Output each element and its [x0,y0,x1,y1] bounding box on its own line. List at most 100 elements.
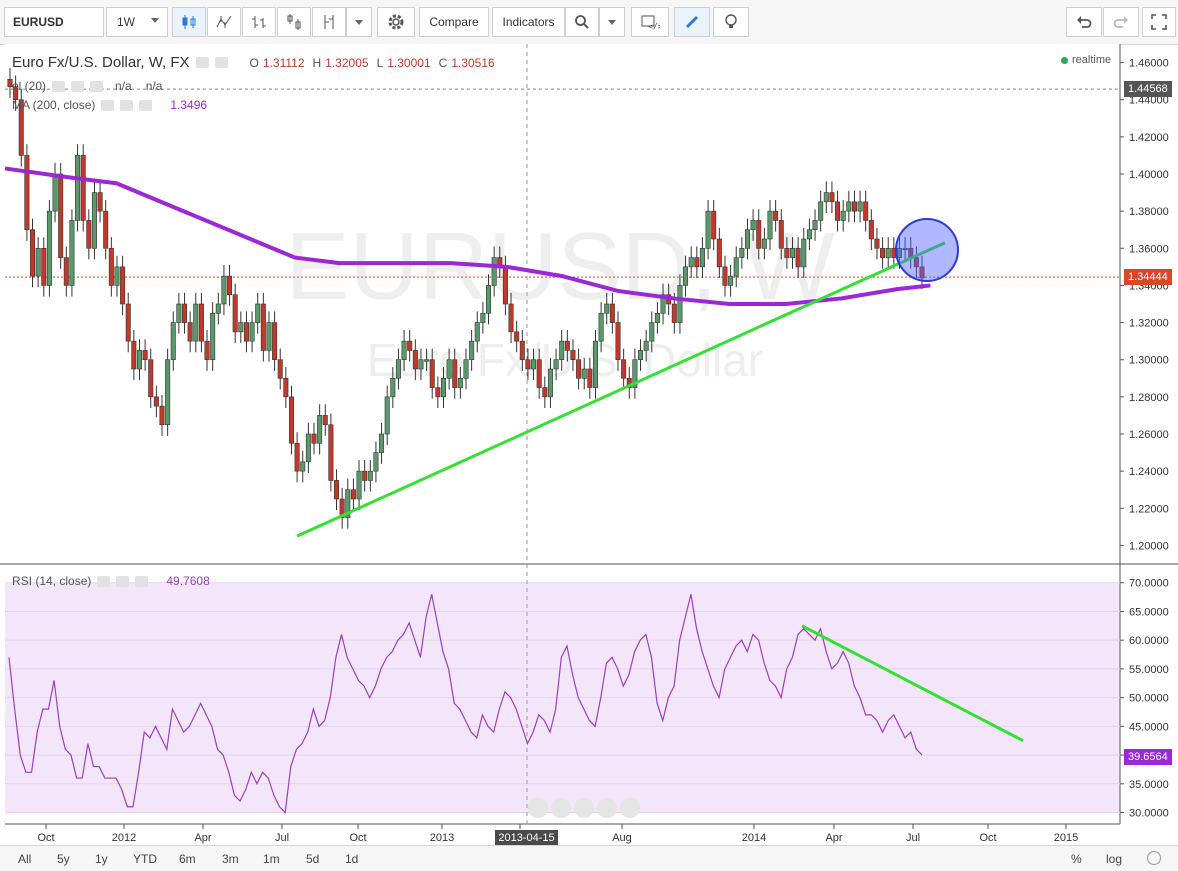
percent-scale-button[interactable]: % [1071,852,1082,866]
symbol-input[interactable]: EURUSD [4,7,104,37]
candle-body [328,424,334,481]
price-tick-label: 1.30000 [1129,355,1169,367]
candle-body [350,489,356,500]
settings-button[interactable] [377,7,415,37]
legend-settings-icon[interactable] [195,57,209,68]
undo-button[interactable] [1066,7,1102,37]
line-style-button[interactable] [207,7,241,37]
zoom-in-icon[interactable] [597,798,617,818]
top-toolbar: EURUSD 1W Compare Indicators </> [0,0,1178,45]
candle-body [778,220,784,249]
close-label: C [438,55,448,70]
candle-body [728,275,734,286]
gear-icon[interactable] [71,80,85,92]
realtime-dot-icon [1061,56,1068,64]
renko-button[interactable] [312,7,346,37]
highlight-circle[interactable] [895,218,959,282]
drawing-tool-button[interactable] [674,7,710,37]
candle-body [131,340,137,370]
rsi-legend: RSI (14, close) 49.7608 [12,574,210,588]
price-tick-label: 1.20000 [1129,540,1169,552]
candle-body [260,303,266,351]
candle-body [159,405,165,426]
gear-icon[interactable] [120,99,134,111]
range-button-5y[interactable]: 5y [57,852,70,866]
fullscreen-button[interactable] [1142,7,1176,37]
interval-select[interactable]: 1W [106,7,168,37]
realtime-label: realtime [1072,54,1112,66]
undo-icon [1077,16,1092,28]
candle-body [739,247,745,258]
low-label: L [376,55,384,70]
rsi-tick-label: 55.0000 [1129,664,1169,676]
close-icon[interactable] [135,575,149,587]
candles-style-button[interactable] [172,7,206,37]
candle-body [784,247,790,258]
range-button-6m[interactable]: 6m [179,852,196,866]
candle-body [531,359,537,370]
range-button-1d[interactable]: 1d [345,852,359,866]
chart-area[interactable]: EURUSD, W Euro Fx/U.S. Dollar 1.46000 1.440… [0,44,1178,846]
rsi-trendline[interactable] [801,624,1024,743]
ideas-button[interactable] [713,7,749,37]
candle-body [322,415,328,426]
price-trendline[interactable] [296,241,946,538]
price-pane[interactable] [5,44,1120,564]
candle-body [401,340,407,361]
candle-body [919,266,925,279]
redo-button[interactable] [1103,7,1139,37]
candle-body [547,368,553,398]
indicators-button[interactable]: Indicators [492,7,565,37]
range-button-ytd[interactable]: YTD [133,852,157,866]
close-icon[interactable] [139,99,153,111]
script-editor-button[interactable]: </> [631,7,669,37]
range-button-5d[interactable]: 5d [306,852,320,866]
candle-body [598,312,604,342]
candle-body [13,86,19,101]
candle-body [474,322,480,342]
eye-icon[interactable] [97,575,111,587]
candle-body [300,461,306,472]
log-scale-button[interactable]: log [1106,852,1123,866]
candle-body [215,303,221,314]
volume-value-2: n/a [145,79,163,93]
candle-body [339,498,345,518]
heikin-ashi-button[interactable] [277,7,311,37]
chart-style-dropdown[interactable] [346,7,372,37]
ohlc-style-button[interactable] [242,7,276,37]
candle-body [58,173,64,258]
candle-body [204,340,210,361]
clock-icon[interactable] [1147,851,1161,865]
eye-icon[interactable] [52,80,66,92]
price-tick-label: 1.44000 [1129,95,1169,107]
candle-body [463,359,469,379]
range-button-1y[interactable]: 1y [95,852,108,866]
time-tick-label: 2013 [430,832,454,844]
legend-close-icon[interactable] [214,57,228,68]
zoom-out-icon[interactable] [551,798,571,818]
candle-body [683,266,689,286]
ma-legend: MA (200, close) 1.3496 [12,98,207,112]
candle-body [69,220,75,286]
gear-icon[interactable] [116,575,130,587]
rsi-tick-label: 70.0000 [1129,578,1169,590]
indicator-dropdown[interactable] [599,7,625,37]
candle-body [913,257,919,268]
range-button-all[interactable]: All [18,852,32,866]
range-button-3m[interactable]: 3m [222,852,239,866]
search-indicator-button[interactable] [565,7,599,37]
candle-body [694,257,700,268]
compare-button[interactable]: Compare [419,7,489,37]
candle-body [733,257,739,277]
interval-label: 1W [117,15,135,29]
eye-icon[interactable] [101,99,115,111]
candle-body [373,452,379,472]
range-button-1m[interactable]: 1m [263,852,280,866]
scroll-left-icon[interactable] [528,798,548,818]
chevron-down-icon [355,19,363,25]
reset-icon[interactable] [574,798,594,818]
scroll-right-icon[interactable] [620,798,640,818]
candle-body [407,340,413,351]
close-icon[interactable] [90,80,104,92]
